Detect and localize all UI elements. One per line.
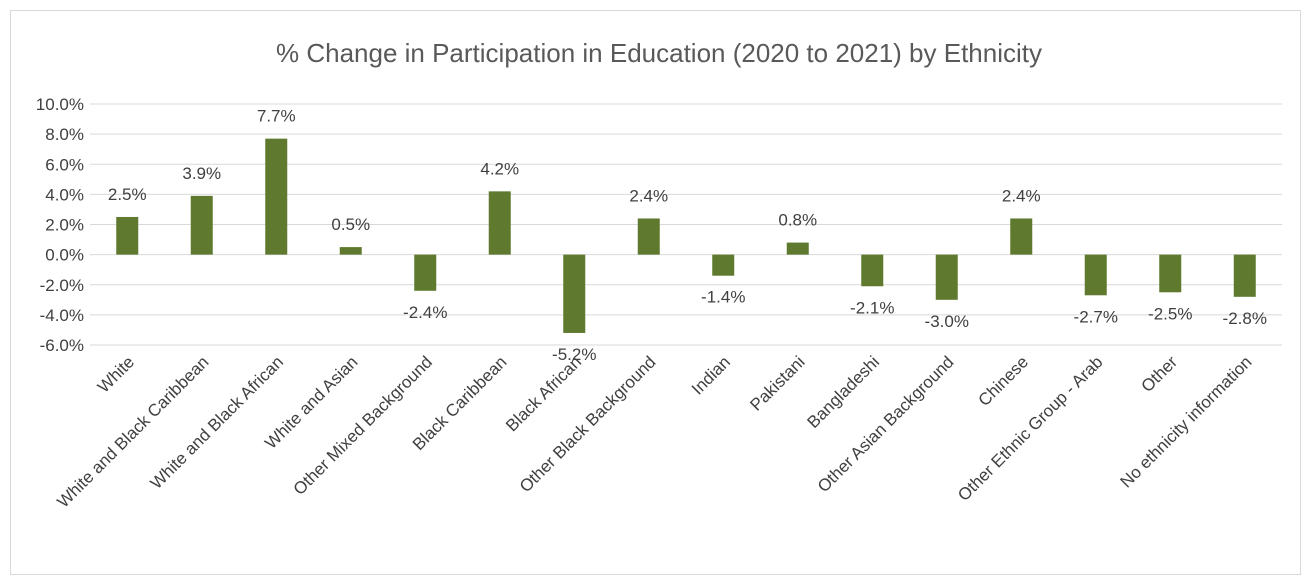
bar bbox=[935, 254, 958, 300]
y-tick-label: 2.0% bbox=[45, 216, 84, 235]
gridlines bbox=[90, 103, 1282, 346]
category-label: No ethnicity information bbox=[1117, 352, 1256, 491]
y-tick-label: -2.0% bbox=[40, 276, 84, 295]
category-label: Other Black Background bbox=[516, 352, 660, 496]
data-label: -2.4% bbox=[403, 303, 447, 322]
category-label: Chinese bbox=[975, 352, 1033, 410]
data-label: 2.4% bbox=[1002, 186, 1041, 205]
bar bbox=[190, 195, 213, 255]
y-tick-label: 0.0% bbox=[45, 246, 84, 265]
bar bbox=[1159, 254, 1182, 293]
category-label: White bbox=[94, 352, 138, 396]
bars bbox=[116, 138, 1256, 333]
y-tick-label: -6.0% bbox=[40, 336, 84, 355]
y-tick-label: 8.0% bbox=[45, 125, 84, 144]
bar bbox=[265, 138, 288, 255]
data-label: 0.8% bbox=[778, 211, 817, 230]
data-label: 7.7% bbox=[257, 107, 296, 126]
bar bbox=[1233, 254, 1256, 297]
bar bbox=[339, 247, 362, 255]
bar bbox=[861, 254, 884, 287]
bar bbox=[637, 218, 660, 255]
data-label: 0.5% bbox=[331, 215, 370, 234]
bar bbox=[1010, 218, 1033, 255]
bar bbox=[786, 242, 809, 255]
bar bbox=[116, 216, 139, 255]
y-tick-label: 4.0% bbox=[45, 185, 84, 204]
y-tick-label: -4.0% bbox=[40, 306, 84, 325]
category-label: Other bbox=[1138, 352, 1182, 396]
chart-title: % Change in Participation in Education (… bbox=[276, 38, 1042, 68]
data-label: -3.0% bbox=[925, 312, 969, 331]
data-label: -2.7% bbox=[1074, 307, 1118, 326]
category-label: Bangladeshi bbox=[803, 352, 883, 432]
category-label: Black African bbox=[502, 352, 585, 435]
data-label: -5.2% bbox=[552, 345, 596, 364]
category-label: Other Ethnic Group - Arab bbox=[954, 352, 1106, 504]
data-label: -1.4% bbox=[701, 288, 745, 307]
category-label: Other Asian Background bbox=[814, 352, 958, 496]
data-label: -2.5% bbox=[1148, 304, 1192, 323]
category-label: White and Black African bbox=[147, 352, 287, 492]
data-label: 4.2% bbox=[480, 159, 519, 178]
data-label: 2.4% bbox=[629, 186, 668, 205]
data-label: 2.5% bbox=[108, 185, 147, 204]
y-tick-label: 10.0% bbox=[36, 95, 84, 114]
bar bbox=[414, 254, 437, 291]
bar bbox=[563, 254, 586, 333]
category-label: Indian bbox=[688, 352, 734, 398]
data-label: -2.1% bbox=[850, 298, 894, 317]
category-label: White and Black Caribbean bbox=[53, 352, 212, 511]
y-axis-tick-labels: 10.0% 8.0% 6.0% 4.0% 2.0% 0.0% -2.0% -4.0% -6.0% bbox=[36, 95, 84, 355]
data-label: 3.9% bbox=[182, 164, 221, 183]
data-label: -2.8% bbox=[1223, 309, 1267, 328]
category-label: Pakistani bbox=[746, 352, 808, 414]
bar bbox=[1084, 254, 1107, 296]
data-labels: 2.5% 3.9% 7.7% 0.5% -2.4% 4.2% -5.2% 2.4% -1.4% 0… bbox=[108, 107, 1267, 364]
y-tick-label: 6.0% bbox=[45, 155, 84, 174]
category-label: Other Mixed Background bbox=[290, 352, 436, 498]
bar bbox=[712, 254, 735, 276]
bar bbox=[488, 191, 511, 255]
